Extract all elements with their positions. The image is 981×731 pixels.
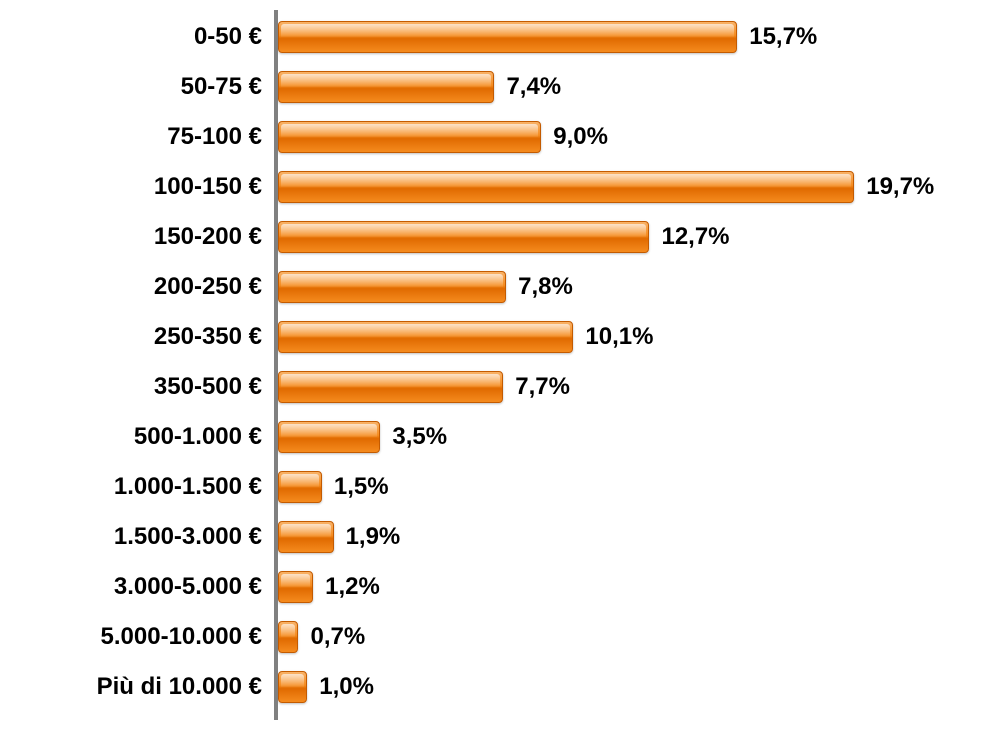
value-label: 15,7% <box>749 12 817 62</box>
value-label: 0,7% <box>310 612 365 662</box>
category-label: 250-350 € <box>0 312 262 362</box>
bar <box>278 521 334 553</box>
bar <box>278 71 494 103</box>
bar <box>278 471 322 503</box>
category-label: 75-100 € <box>0 112 262 162</box>
bar <box>278 171 854 203</box>
bar <box>278 571 313 603</box>
bar <box>278 221 649 253</box>
category-label: 150-200 € <box>0 212 262 262</box>
category-label: Più di 10.000 € <box>0 662 262 712</box>
bar <box>278 621 298 653</box>
bar <box>278 121 541 153</box>
value-label: 12,7% <box>661 212 729 262</box>
bar <box>278 371 503 403</box>
category-label: 350-500 € <box>0 362 262 412</box>
category-label: 1.500-3.000 € <box>0 512 262 562</box>
category-label: 1.000-1.500 € <box>0 462 262 512</box>
bar <box>278 21 737 53</box>
bar <box>278 671 307 703</box>
y-axis-line <box>274 10 278 720</box>
category-label: 200-250 € <box>0 262 262 312</box>
value-label: 19,7% <box>866 162 934 212</box>
value-label: 1,5% <box>334 462 389 512</box>
category-label: 0-50 € <box>0 12 262 62</box>
value-label: 1,2% <box>325 562 380 612</box>
category-label: 100-150 € <box>0 162 262 212</box>
value-label: 9,0% <box>553 112 608 162</box>
value-label: 3,5% <box>392 412 447 462</box>
value-label: 7,4% <box>506 62 561 112</box>
value-label: 7,8% <box>518 262 573 312</box>
value-label: 1,0% <box>319 662 374 712</box>
bar <box>278 321 573 353</box>
category-label: 50-75 € <box>0 62 262 112</box>
category-label: 3.000-5.000 € <box>0 562 262 612</box>
category-label: 5.000-10.000 € <box>0 612 262 662</box>
bar <box>278 271 506 303</box>
horizontal-bar-chart: 0-50 € 15,7% 50-75 € 7,4% 75-100 € 9,0% 100-15… <box>0 0 981 731</box>
value-label: 10,1% <box>585 312 653 362</box>
value-label: 7,7% <box>515 362 570 412</box>
category-label: 500-1.000 € <box>0 412 262 462</box>
bar <box>278 421 380 453</box>
value-label: 1,9% <box>346 512 401 562</box>
